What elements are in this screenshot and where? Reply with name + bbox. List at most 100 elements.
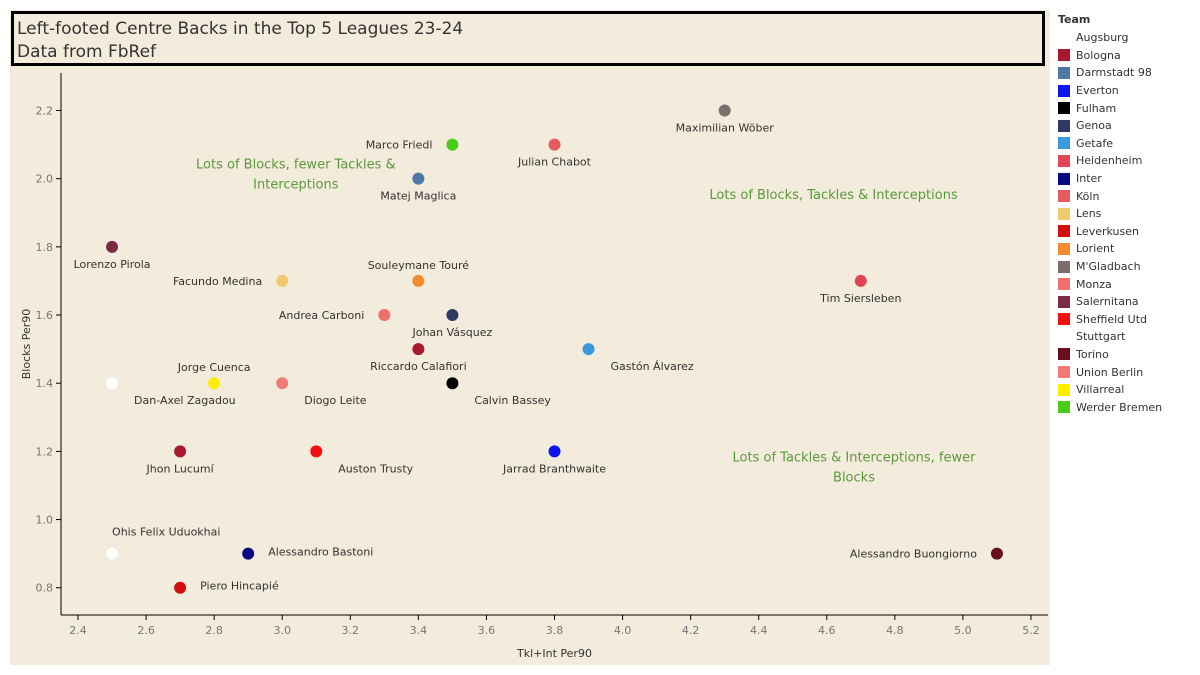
legend-item[interactable]: Salernitana <box>1058 293 1198 311</box>
legend-item[interactable]: Heidenheim <box>1058 152 1198 170</box>
legend-item[interactable]: Getafe <box>1058 135 1198 153</box>
legend-swatch <box>1058 172 1070 185</box>
legend-swatch <box>1058 383 1070 396</box>
point-label: Jhon Lucumí <box>146 462 215 475</box>
legend-item[interactable]: Darmstadt 98 <box>1058 64 1198 82</box>
y-tick-label: 1.2 <box>36 445 54 458</box>
legend-swatch <box>1058 225 1070 238</box>
x-tick-label: 4.0 <box>614 624 632 637</box>
legend-label: Salernitana <box>1076 295 1139 309</box>
legend-label: Stuttgart <box>1076 330 1126 344</box>
legend-label: Fulham <box>1076 101 1117 115</box>
x-tick-label: 3.6 <box>478 624 496 637</box>
data-point <box>582 343 595 356</box>
legend-item[interactable]: Everton <box>1058 82 1198 100</box>
point-label: Matej Maglica <box>380 190 456 203</box>
data-point <box>548 138 561 151</box>
legend-label: Heidenheim <box>1076 154 1143 168</box>
chart-panel <box>10 10 1050 665</box>
x-tick-label: 3.0 <box>273 624 291 637</box>
legend-item[interactable]: Inter <box>1058 170 1198 188</box>
x-tick-label: 3.4 <box>410 624 428 637</box>
data-point <box>854 274 867 287</box>
y-tick-label: 0.8 <box>36 582 54 595</box>
legend-swatch <box>1058 242 1070 255</box>
data-point <box>106 377 119 390</box>
legend-label: Sheffield Utd <box>1076 312 1148 326</box>
data-point <box>412 274 425 287</box>
point-label: Piero Hincapié <box>200 580 279 593</box>
legend-swatch <box>1058 348 1070 361</box>
legend-label: Augsburg <box>1076 31 1129 45</box>
legend-label: Werder Bremen <box>1076 400 1163 414</box>
data-point <box>276 274 289 287</box>
legend-label: Darmstadt 98 <box>1076 66 1152 80</box>
legend-item[interactable]: Villarreal <box>1058 381 1198 399</box>
data-point <box>106 547 119 560</box>
legend-label: Getafe <box>1076 136 1113 150</box>
legend-item[interactable]: Genoa <box>1058 117 1198 135</box>
x-tick-label: 2.8 <box>205 624 223 637</box>
point-label: Diogo Leite <box>304 394 367 407</box>
quadrant-annotation: Blocks <box>833 471 875 486</box>
legend-item[interactable]: Köln <box>1058 187 1198 205</box>
data-point <box>208 377 221 390</box>
point-label: Auston Trusty <box>338 462 413 475</box>
quadrant-annotation: Interceptions <box>253 177 339 192</box>
legend-item[interactable]: Torino <box>1058 346 1198 364</box>
legend-item[interactable]: Union Berlin <box>1058 363 1198 381</box>
legend-swatch <box>1058 84 1070 97</box>
legend-swatch <box>1058 401 1070 414</box>
point-label: Alessandro Buongiorno <box>850 548 977 561</box>
legend-label: Köln <box>1076 189 1100 203</box>
legend-swatch <box>1058 207 1070 220</box>
x-tick-label: 5.2 <box>1022 624 1040 637</box>
y-axis-label: Blocks Per90 <box>20 309 33 380</box>
legend-item[interactable]: Augsburg <box>1058 29 1198 47</box>
point-label: Dan-Axel Zagadou <box>134 394 236 407</box>
data-point <box>446 377 459 390</box>
legend-item[interactable]: Werder Bremen <box>1058 398 1198 416</box>
legend-label: Everton <box>1076 84 1119 98</box>
data-point <box>378 309 391 322</box>
y-tick-label: 1.6 <box>36 309 54 322</box>
legend-swatch <box>1058 366 1070 379</box>
x-tick-label: 3.2 <box>342 624 360 637</box>
legend-label: Genoa <box>1076 119 1112 133</box>
data-point <box>276 377 289 390</box>
legend-label: Lorient <box>1076 242 1115 256</box>
legend-item[interactable]: Fulham <box>1058 99 1198 117</box>
legend-label: Villarreal <box>1076 383 1125 397</box>
chart-title-box: Left-footed Centre Backs in the Top 5 Le… <box>11 11 1045 66</box>
data-point <box>446 309 459 322</box>
legend-item[interactable]: Bologna <box>1058 47 1198 65</box>
data-point <box>412 172 425 185</box>
chart-subtitle: Data from FbRef <box>17 42 157 62</box>
legend-label: Lens <box>1076 207 1102 221</box>
legend-swatch <box>1058 102 1070 115</box>
legend-item[interactable]: Sheffield Utd <box>1058 311 1198 329</box>
x-tick-label: 4.2 <box>682 624 700 637</box>
x-tick-label: 4.8 <box>886 624 904 637</box>
point-label: Maximilian Wöber <box>676 121 775 134</box>
quadrant-annotation: Lots of Blocks, Tackles & Interceptions <box>709 188 958 203</box>
data-point <box>106 240 119 253</box>
legend-item[interactable]: M'Gladbach <box>1058 258 1198 276</box>
legend-swatch <box>1058 154 1070 167</box>
point-label: Andrea Carboni <box>279 309 364 322</box>
legend-item[interactable]: Monza <box>1058 275 1198 293</box>
legend-item[interactable]: Stuttgart <box>1058 328 1198 346</box>
data-point <box>174 445 187 458</box>
data-point <box>174 581 187 594</box>
legend-item[interactable]: Lorient <box>1058 240 1198 258</box>
data-point <box>548 445 561 458</box>
legend-item[interactable]: Lens <box>1058 205 1198 223</box>
legend-item[interactable]: Leverkusen <box>1058 223 1198 241</box>
legend-label: Torino <box>1076 347 1109 361</box>
legend-items: Augsburg Bologna Darmstadt 98 Everton Fulham… <box>1058 29 1198 416</box>
point-label: Facundo Medina <box>173 275 262 288</box>
data-point <box>412 343 425 356</box>
legend-title: Team <box>1058 13 1091 26</box>
y-tick-label: 1.0 <box>36 514 54 527</box>
